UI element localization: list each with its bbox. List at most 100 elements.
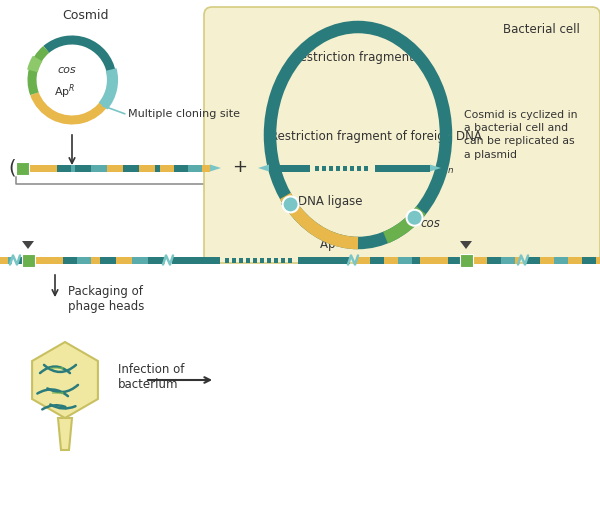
Text: Infection of
bacterium: Infection of bacterium (118, 363, 184, 391)
Polygon shape (258, 165, 269, 172)
Polygon shape (210, 165, 221, 172)
Bar (487, 256, 501, 264)
Bar (329, 165, 333, 170)
Bar (188, 165, 202, 172)
Bar (239, 257, 243, 263)
Polygon shape (430, 165, 441, 172)
FancyBboxPatch shape (204, 7, 600, 263)
Bar (395, 165, 415, 172)
Polygon shape (460, 241, 472, 249)
Bar (192, 256, 212, 264)
Bar (267, 257, 271, 263)
Bar (174, 165, 188, 172)
Circle shape (283, 197, 299, 212)
Bar (356, 256, 370, 264)
Bar (202, 165, 210, 172)
Bar (336, 165, 340, 170)
Circle shape (407, 210, 422, 226)
Bar (49, 256, 63, 264)
Bar (375, 165, 395, 172)
Bar (18, 256, 22, 264)
Bar (123, 165, 139, 172)
Bar (260, 257, 264, 263)
Bar (370, 256, 384, 264)
Bar (139, 165, 155, 172)
Bar (77, 256, 91, 264)
Bar (155, 165, 160, 172)
Bar (315, 165, 319, 170)
Bar (172, 256, 192, 264)
Bar (232, 257, 236, 263)
Bar (16, 162, 29, 175)
Bar (415, 165, 430, 172)
Bar (225, 257, 229, 263)
Bar (343, 165, 347, 170)
Bar (57, 165, 71, 172)
Bar (515, 256, 520, 264)
Text: Restriction fragment: Restriction fragment (292, 51, 414, 63)
Bar (412, 256, 420, 264)
Bar (100, 256, 116, 264)
Bar (309, 165, 310, 172)
Text: Cosmid: Cosmid (62, 9, 109, 22)
Bar (540, 256, 554, 264)
Bar (501, 256, 515, 264)
Text: )$_n$: )$_n$ (443, 160, 455, 176)
Bar (160, 165, 174, 172)
Bar (116, 256, 132, 264)
Bar (107, 165, 123, 172)
Bar (288, 257, 292, 263)
Text: Restriction fragment of foreign DNA: Restriction fragment of foreign DNA (270, 130, 482, 143)
Bar (460, 254, 473, 267)
Bar (473, 256, 487, 264)
Bar (75, 165, 91, 172)
Bar (364, 165, 368, 170)
Bar (71, 165, 75, 172)
Polygon shape (32, 342, 98, 418)
Text: DNA ligase: DNA ligase (298, 196, 362, 209)
Text: Packaging of
phage heads: Packaging of phage heads (68, 285, 145, 313)
Bar (164, 256, 165, 264)
Bar (132, 256, 148, 264)
Bar (350, 165, 354, 170)
Bar (91, 165, 107, 172)
Bar (246, 257, 250, 263)
Text: cos: cos (58, 65, 76, 75)
Bar (384, 256, 398, 264)
Bar (596, 256, 600, 264)
Text: +: + (233, 158, 248, 176)
Bar (212, 256, 220, 264)
Bar (322, 165, 326, 170)
Bar (274, 257, 278, 263)
Bar (8, 256, 12, 264)
Text: Bacterial cell: Bacterial cell (503, 23, 580, 36)
Bar (91, 256, 100, 264)
Bar (582, 256, 596, 264)
Bar (526, 256, 540, 264)
Bar (357, 165, 361, 170)
Bar (281, 257, 285, 263)
Bar (35, 256, 49, 264)
Bar (0, 256, 8, 264)
Polygon shape (22, 241, 34, 249)
Bar (29, 165, 43, 172)
Text: (: ( (8, 158, 16, 177)
Polygon shape (58, 418, 72, 450)
Bar (448, 256, 460, 264)
Text: Ap$^R$: Ap$^R$ (319, 235, 341, 255)
Bar (289, 165, 309, 172)
Text: cos: cos (420, 217, 440, 230)
Text: Cosmid is cyclized in
a bacterial cell and
can be replicated as
a plasmid: Cosmid is cyclized in a bacterial cell a… (464, 110, 578, 160)
Bar (420, 256, 434, 264)
Bar (318, 256, 338, 264)
Bar (22, 254, 35, 267)
Bar (269, 165, 289, 172)
Bar (43, 165, 57, 172)
Bar (63, 256, 77, 264)
Bar (338, 256, 350, 264)
Bar (298, 256, 318, 264)
Bar (434, 256, 448, 264)
Text: Multiple cloning site: Multiple cloning site (128, 109, 239, 119)
Bar (398, 256, 412, 264)
Bar (148, 256, 164, 264)
